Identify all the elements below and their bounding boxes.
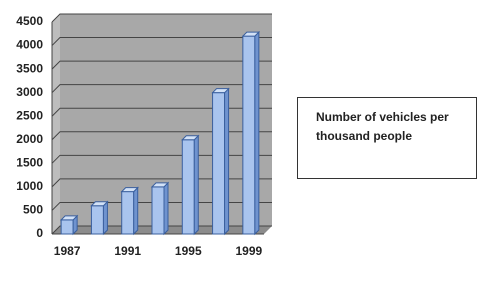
- x-tick-label: 1987: [54, 244, 81, 258]
- bar: [59, 214, 79, 236]
- y-tick-label: 4000: [16, 38, 43, 52]
- y-tick-label: 2500: [16, 108, 43, 122]
- y-tick-label: 2000: [16, 132, 43, 146]
- grid-line: [51, 225, 272, 235]
- grid-line: [51, 37, 272, 46]
- plot-side: [52, 14, 60, 234]
- grid-line: [51, 84, 272, 94]
- bar: [241, 30, 261, 236]
- y-tick-label: 500: [23, 203, 43, 217]
- grid-line: [51, 131, 272, 141]
- grid-line: [51, 107, 272, 117]
- bar: [90, 200, 109, 236]
- y-tick-label: 0: [36, 226, 43, 240]
- y-tick-label: 3000: [16, 85, 43, 99]
- bar: [150, 181, 170, 236]
- grid-line: [51, 13, 272, 23]
- y-tick-label: 3500: [16, 61, 43, 75]
- grid-line: [51, 154, 272, 164]
- y-tick-label: 4500: [16, 14, 43, 28]
- x-tick-label: 1991: [114, 244, 141, 258]
- bar: [211, 87, 230, 236]
- legend: Number of vehicles per thousand people: [297, 97, 477, 179]
- x-tick-label: 1999: [236, 244, 263, 258]
- grid-line: [51, 178, 272, 188]
- bar: [120, 186, 139, 236]
- y-tick-label: 1500: [16, 156, 43, 170]
- grid-line: [51, 60, 272, 70]
- y-tick-label: 1000: [16, 179, 43, 193]
- grid-line: [51, 201, 272, 211]
- x-tick-label: 1995: [175, 244, 202, 258]
- bar: [181, 134, 200, 236]
